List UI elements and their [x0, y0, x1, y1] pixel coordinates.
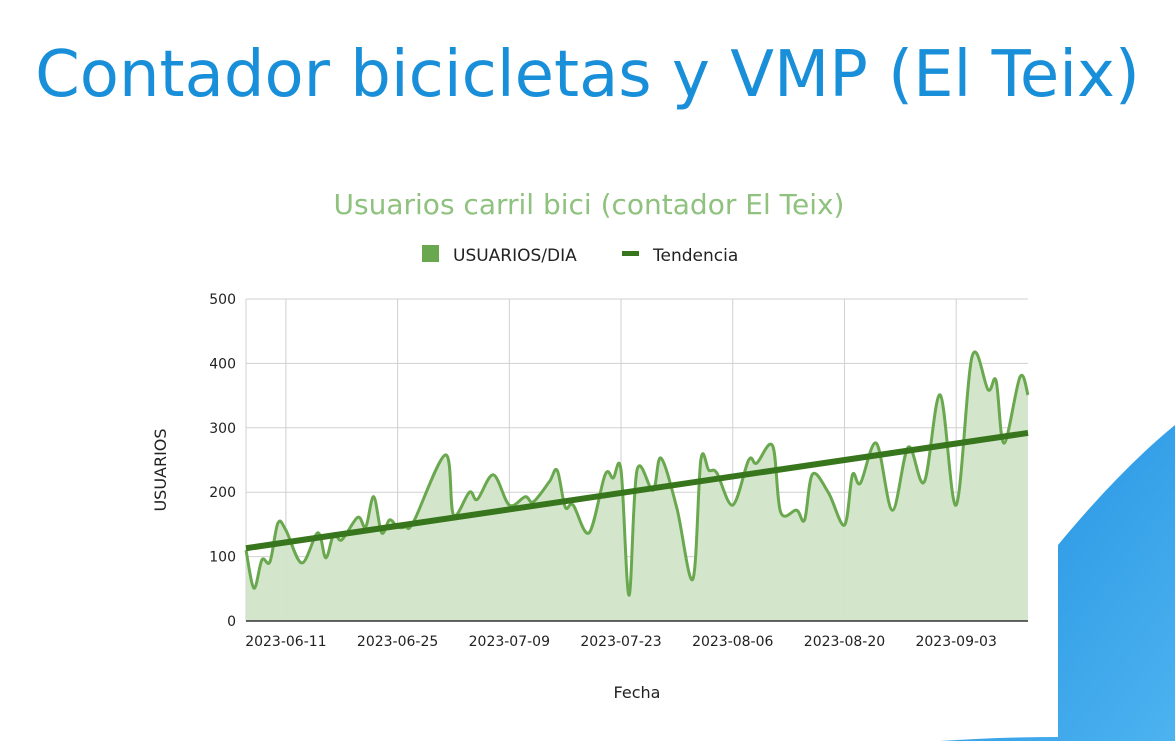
x-tick-label: 2023-07-23: [580, 634, 661, 650]
y-tick-label: 100: [209, 550, 236, 566]
y-tick-label: 200: [209, 485, 236, 501]
y-tick-label: 300: [209, 421, 236, 437]
x-tick-label: 2023-08-06: [692, 634, 773, 650]
legend-label-tendencia: Tendencia: [652, 246, 738, 266]
legend-swatch-usuarios: [422, 245, 439, 262]
x-tick-label: 2023-08-20: [804, 634, 885, 650]
x-axis-label: Fecha: [614, 683, 661, 702]
chart-title: Usuarios carril bici (contador El Teix): [334, 188, 845, 221]
slide-title: Contador bicicletas y VMP (El Teix): [35, 38, 1140, 112]
x-tick-label: 2023-07-09: [469, 634, 550, 650]
y-tick-label: 500: [209, 292, 236, 308]
y-tick-label: 0: [227, 614, 236, 630]
y-tick-label: 400: [209, 356, 236, 372]
series-area-usuarios: [246, 351, 1028, 621]
legend-label-usuarios: USUARIOS/DIA: [453, 246, 577, 266]
legend-swatch-tendencia: [622, 251, 639, 256]
trend-line-tendencia: [245, 429, 1029, 552]
x-tick-label: 2023-09-03: [915, 634, 996, 650]
x-tick-label: 2023-06-25: [357, 634, 438, 650]
x-tick-label: 2023-06-11: [245, 634, 326, 650]
series-line-usuarios: [244, 350, 1030, 597]
y-axis-label: USUARIOS: [151, 428, 170, 511]
